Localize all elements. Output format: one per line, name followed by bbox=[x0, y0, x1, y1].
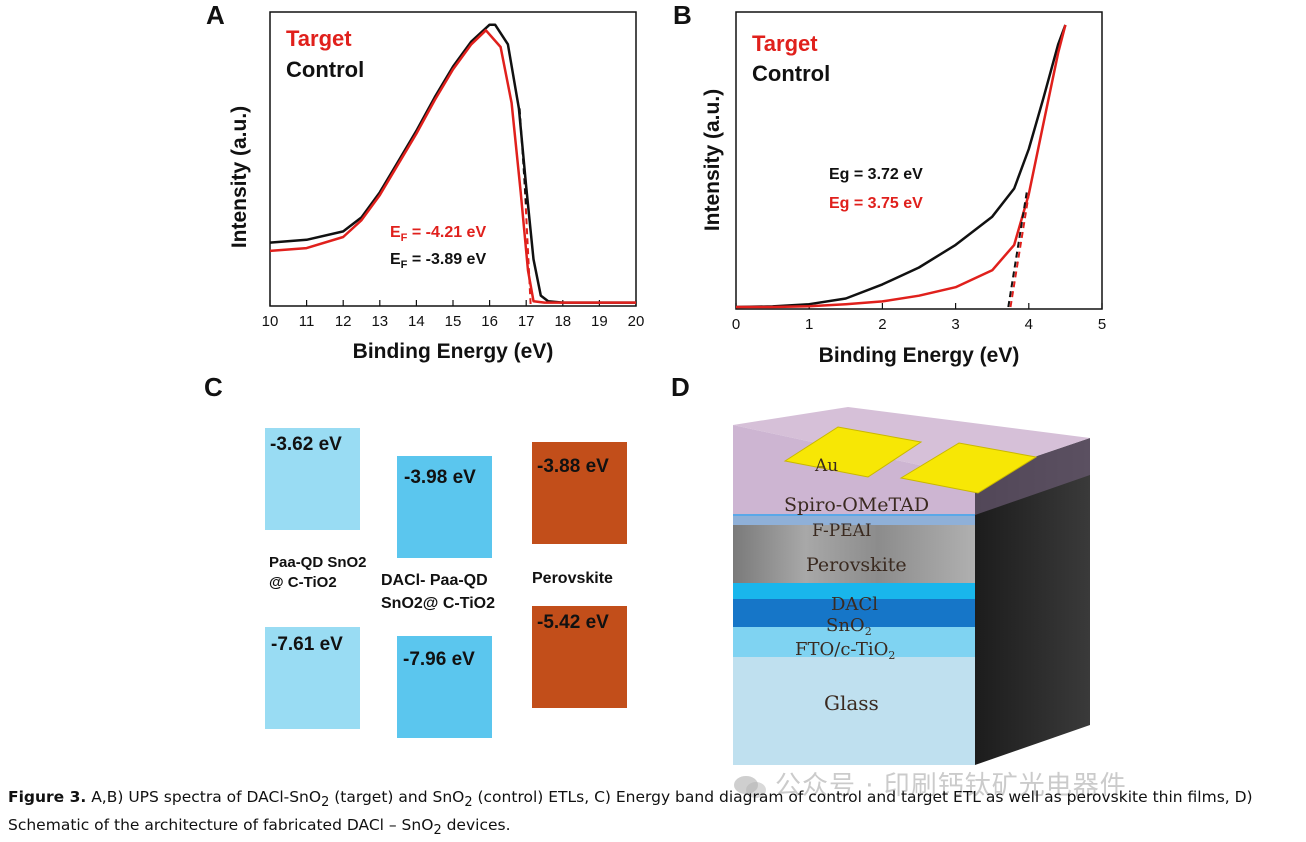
device-schematic: Au Spiro-OMeTAD F-PEAI Perovskite DACl S… bbox=[733, 407, 1090, 765]
caption-sub-1: 2 bbox=[321, 795, 330, 811]
chart-a-tick-label-15: 15 bbox=[445, 313, 462, 330]
au-electrode-left bbox=[783, 426, 923, 478]
band-name-paa-1: Paa-QD SnO2 bbox=[269, 554, 367, 571]
band-cb-perovskite-label: -3.88 eV bbox=[537, 456, 609, 477]
caption-part-2: (target) and SnO bbox=[329, 788, 465, 806]
chart-a-xlabel: Binding Energy (eV) bbox=[353, 340, 554, 363]
panel-letter-d: D bbox=[671, 372, 690, 402]
chart-b: 0 1 2 3 4 5 Binding Energy (eV) Intensity (a.… bbox=[701, 11, 1106, 367]
band-name-paa-2: @ C-TiO2 bbox=[269, 574, 337, 591]
wechat-icon bbox=[734, 775, 766, 798]
watermark: 公众号 · 印刷钙钛矿光电器件 bbox=[733, 765, 1127, 802]
chart-b-series-target bbox=[736, 24, 1067, 309]
chart-b-xlabel: Binding Energy (eV) bbox=[819, 344, 1020, 367]
chart-b-series-control bbox=[735, 24, 1067, 309]
band-vb-paa-label: -7.61 eV bbox=[271, 634, 343, 655]
caption-label: Figure 3. bbox=[8, 788, 87, 806]
caption-sub-2: 2 bbox=[464, 795, 473, 811]
chart-b-ylabel: Intensity (a.u.) bbox=[701, 89, 724, 231]
band-name-perovskite: Perovskite bbox=[532, 570, 613, 587]
chart-a-tick-label-11: 11 bbox=[299, 313, 315, 330]
chart-b-legend-target: Target bbox=[752, 31, 818, 56]
caption-sub-3: 2 bbox=[433, 823, 442, 839]
label-sno2: SnO2 bbox=[826, 615, 872, 638]
chart-a-ylabel: Intensity (a.u.) bbox=[228, 106, 251, 248]
chart-a-ef-target: EF = -4.21 eV bbox=[390, 224, 486, 244]
chart-a-series-target bbox=[269, 29, 636, 304]
label-dacl: DACl bbox=[831, 594, 878, 615]
figure-caption: Figure 3. A,B) UPS spectra of DACl-SnO2 … bbox=[8, 786, 1303, 842]
chart-a-legend-control: Control bbox=[286, 57, 364, 82]
chart-a-tick-label-13: 13 bbox=[371, 313, 388, 330]
chart-b-tick-label-2: 2 bbox=[878, 316, 886, 333]
label-au: Au bbox=[814, 456, 838, 476]
panel-letter-b: B bbox=[673, 0, 692, 30]
layer-dacl bbox=[733, 583, 975, 599]
chart-a-tick-label-10: 10 bbox=[262, 313, 279, 330]
chart-b-tick-label-4: 4 bbox=[1025, 316, 1033, 333]
layer-glass bbox=[733, 657, 975, 765]
label-fto: FTO/c-TiO2 bbox=[795, 639, 895, 662]
caption-part-4: devices. bbox=[441, 816, 511, 835]
chart-a-fit-control bbox=[518, 108, 528, 207]
chart-b-fit-control bbox=[1007, 188, 1029, 308]
label-spiro: Spiro-OMeTAD bbox=[784, 494, 929, 516]
chart-a-legend-target: Target bbox=[286, 26, 352, 51]
device-side-face bbox=[975, 438, 1090, 765]
chart-a-series-control bbox=[269, 23, 636, 304]
band-vb-dacl-label: -7.96 eV bbox=[403, 649, 475, 670]
chart-a-tick-label-19: 19 bbox=[591, 313, 608, 330]
chart-a-tick-label-17: 17 bbox=[518, 313, 535, 330]
band-cb-paa-label: -3.62 eV bbox=[270, 434, 342, 455]
chart-a-tick-label-14: 14 bbox=[408, 313, 425, 330]
band-cb-dacl bbox=[397, 456, 492, 558]
layer-fto bbox=[733, 627, 975, 657]
chart-a-tick-label-20: 20 bbox=[628, 313, 645, 330]
band-cb-paa bbox=[265, 428, 360, 530]
chart-a-tick-label-18: 18 bbox=[554, 313, 571, 330]
label-fpeai: F-PEAI bbox=[812, 521, 872, 541]
layer-perovskite bbox=[733, 525, 975, 583]
chart-b-frame bbox=[735, 11, 1103, 310]
chart-b-tick-label-5: 5 bbox=[1098, 316, 1106, 333]
caption-part-1: A,B) UPS spectra of DACl-SnO bbox=[86, 788, 322, 806]
chart-a-tick-label-16: 16 bbox=[481, 313, 498, 330]
band-cb-dacl-label: -3.98 eV bbox=[404, 467, 476, 488]
layer-sno2 bbox=[733, 599, 975, 627]
panel-letter-a: A bbox=[206, 0, 225, 30]
chart-b-legend-control: Control bbox=[752, 61, 830, 86]
chart-b-fit-target bbox=[1009, 193, 1030, 308]
chart-b-tick-label-1: 1 bbox=[805, 316, 813, 333]
chart-b-lines bbox=[735, 24, 1067, 309]
chart-a-ef-control: EF = -3.89 eV bbox=[390, 251, 486, 271]
label-glass: Glass bbox=[824, 691, 879, 715]
caption-part-3: (control) ETLs, C) Energy band diagram o… bbox=[8, 788, 1253, 835]
band-name-dacl-1: DACl- Paa-QD bbox=[381, 572, 488, 589]
band-cb-perovskite bbox=[532, 442, 627, 544]
band-vb-perovskite-label: -5.42 eV bbox=[537, 612, 609, 633]
panel-letter-c: C bbox=[204, 372, 223, 402]
band-vb-dacl bbox=[397, 636, 492, 738]
band-name-dacl-2: SnO2@ C-TiO2 bbox=[381, 595, 495, 612]
chart-b-eg-control: Eg = 3.72 eV bbox=[829, 166, 923, 183]
label-perovskite: Perovskite bbox=[806, 554, 907, 576]
chart-b-tick-label-0: 0 bbox=[732, 316, 740, 333]
device-side-spiro bbox=[975, 438, 1090, 515]
chart-a-x-ticks: 10 11 12 13 14 15 16 17 18 19 20 bbox=[262, 300, 645, 330]
chart-b-eg-target: Eg = 3.75 eV bbox=[829, 195, 923, 212]
band-diagram: -3.62 eV -7.61 eV -3.98 eV -7.96 eV -3.8… bbox=[265, 428, 627, 738]
au-electrode-right bbox=[899, 442, 1038, 494]
chart-a-lines bbox=[269, 23, 636, 305]
band-vb-perovskite bbox=[532, 606, 627, 708]
chart-a-tick-label-12: 12 bbox=[335, 313, 352, 330]
band-vb-paa bbox=[265, 627, 360, 729]
watermark-text: 公众号 · 印刷钙钛矿光电器件 bbox=[775, 771, 1127, 801]
chart-b-tick-label-3: 3 bbox=[951, 316, 959, 333]
chart-a: 10 11 12 13 14 15 16 17 18 19 20 Binding Energy (e… bbox=[228, 11, 645, 363]
layer-fpeai bbox=[733, 515, 975, 525]
